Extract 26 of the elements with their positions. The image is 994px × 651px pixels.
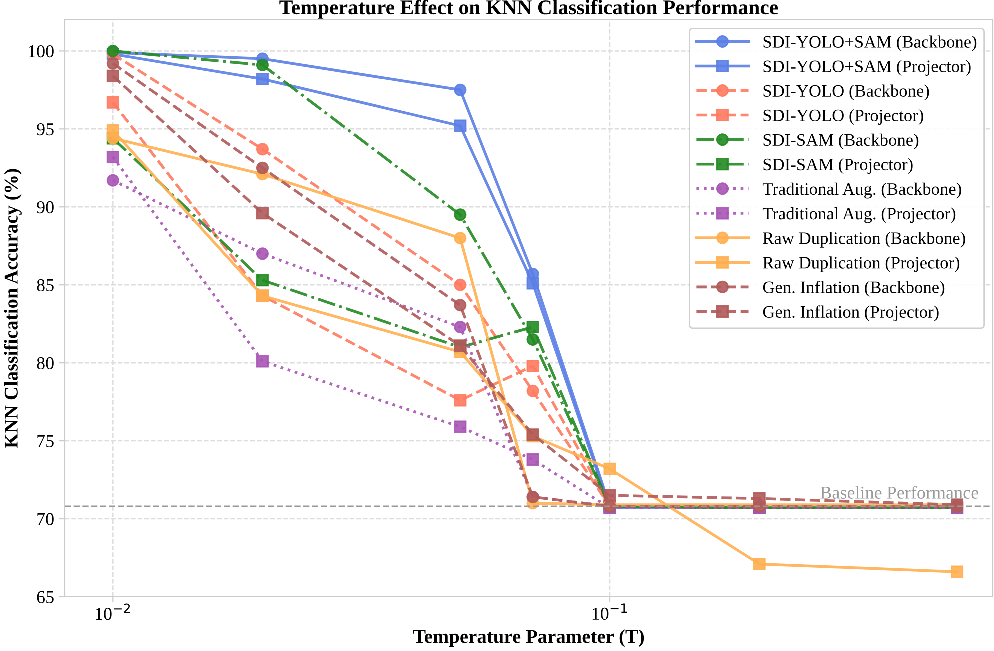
legend-label: Gen. Inflation (Backbone)	[763, 281, 945, 297]
legend-label: SDI-SAM (Backbone)	[764, 134, 919, 150]
x-tick-label: 10$^{−2}$	[96, 604, 130, 620]
y-tick-label: 90	[37, 201, 54, 214]
x-axis-title: Temperature Parameter (T)	[413, 630, 644, 648]
legend-label: Gen. Inflation (Projector)	[763, 306, 939, 322]
y-tick-label: 65	[37, 591, 54, 604]
legend-label: SDI-YOLO (Projector)	[764, 109, 924, 126]
x-tick-label: 10$^{−1}$	[592, 604, 628, 620]
y-tick-label: 75	[38, 435, 54, 448]
legend-label: SDI-YOLO (Backbone)	[764, 84, 930, 101]
legend-label: Raw Duplication (Projector)	[763, 256, 960, 272]
chart-title: Temperature Effect on KNN Classification Performance	[280, 0, 778, 19]
legend-label: SDI-SAM (Projector)	[764, 158, 913, 174]
legend-label: Raw Duplication (Backbone)	[763, 232, 966, 248]
y-tick-label: 95	[37, 123, 54, 136]
y-axis-title: KNN Classification Accuracy (%)	[4, 169, 22, 448]
ref-line-label: Baseline Performance	[820, 486, 978, 499]
legend-label: Traditional Aug. (Backbone)	[762, 182, 962, 199]
y-tick-label: 100	[29, 45, 54, 58]
legend-label: SDI-YOLO+SAM (Backbone)	[764, 36, 977, 52]
y-tick-label: 85	[37, 279, 54, 292]
legend-label: SDI-YOLO+SAM (Projector)	[764, 60, 971, 76]
y-tick-label: 80	[37, 357, 54, 370]
y-tick-label: 70	[38, 513, 54, 526]
legend-label: Traditional Aug. (Projector)	[762, 207, 956, 224]
